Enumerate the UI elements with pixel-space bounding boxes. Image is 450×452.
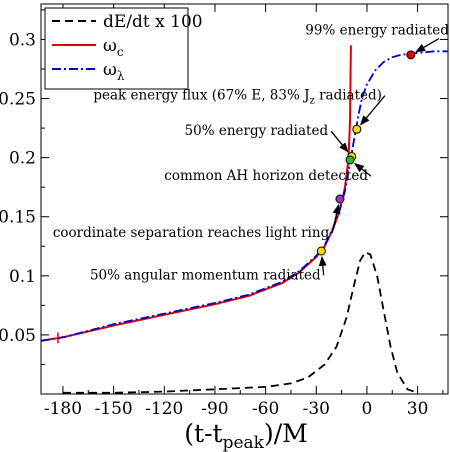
annotation-arrow: [330, 130, 349, 153]
series-line-0: [63, 251, 418, 394]
annotation-label-text: peak energy flux (67% E, 83% J: [93, 88, 309, 104]
legend-label: ωλ: [103, 60, 125, 83]
annotation-label-text: 50% energy radiated: [185, 123, 329, 139]
annotation-arrow: [331, 203, 341, 233]
series-line-2: [41, 50, 448, 342]
y-tick-label: 0.25: [0, 90, 36, 110]
x-tick-label: -90: [201, 399, 228, 419]
legend-label-sub: c: [117, 45, 124, 59]
annotation-label: coordinate separation reaches light ring: [53, 225, 330, 241]
annotation-label-sub: z: [310, 96, 315, 107]
annotation-label: common AH horizon detected: [164, 168, 368, 184]
annotation-label: 50% angular momentum radiated: [90, 267, 321, 283]
x-tick-label: -180: [44, 399, 82, 419]
annotations-layer: 99% energy radiated peak energy flux (67%…: [53, 23, 449, 284]
annotation-label-text: coordinate separation reaches light ring: [53, 225, 330, 241]
y-tick-label: 0.15: [0, 208, 36, 228]
series-layer: [41, 45, 448, 394]
x-axis-label-main: (t-t: [184, 419, 222, 448]
y-tick-label: 0.1: [9, 267, 36, 287]
event-marker: [352, 124, 362, 134]
legend-label-text: dE/dt x 100: [103, 12, 203, 32]
legend-label-text: ω: [103, 60, 117, 80]
annotation-arrow: [318, 255, 327, 276]
y-tick-label: 0.2: [9, 149, 36, 169]
annotation-label: peak energy flux (67% E, 83% Jz radiated…: [93, 88, 382, 107]
x-tick-label: -30: [303, 399, 330, 419]
x-axis-label: (t-tpeak)/M: [184, 419, 307, 452]
annotation-label-text: common AH horizon detected: [164, 168, 368, 184]
event-marker: [406, 50, 416, 60]
annotation-arrow: [354, 163, 372, 177]
axis-ticks: -180 -150 -120 -90 -60 -30 0 30 0.05 0.1 0.15 0.2 0.…: [0, 4, 448, 419]
annotation-label-tail: radiated): [315, 88, 382, 104]
legend-label: dE/dt x 100: [103, 12, 203, 32]
legend-label-text: ω: [103, 36, 117, 56]
annotation-label-text: 50% angular momentum radiated: [90, 267, 321, 283]
x-axis-label-sub: peak: [223, 433, 265, 452]
x-tick-label: -60: [252, 399, 279, 419]
x-tick-label: -150: [95, 399, 133, 419]
x-tick-label: -120: [145, 399, 183, 419]
legend-label-sub: λ: [117, 69, 125, 83]
annotation-label-text: 99% energy radiated: [305, 23, 449, 39]
event-marker: [345, 155, 355, 165]
x-axis-label-tail: )/M: [264, 419, 308, 448]
x-tick-label: 0: [362, 399, 373, 419]
legend-label: ωc: [103, 36, 124, 59]
annotation-label: 99% energy radiated: [305, 23, 449, 39]
y-tick-label: 0.05: [0, 326, 36, 346]
annotation-arrow: [360, 95, 386, 126]
points-layer: [316, 50, 416, 256]
event-marker: [316, 246, 326, 256]
annotation-arrow: [415, 38, 440, 53]
annotation-label: 50% energy radiated: [185, 123, 329, 139]
event-marker: [335, 194, 345, 204]
x-tick-label: 30: [407, 399, 429, 419]
y-tick-label: 0.3: [9, 30, 36, 50]
